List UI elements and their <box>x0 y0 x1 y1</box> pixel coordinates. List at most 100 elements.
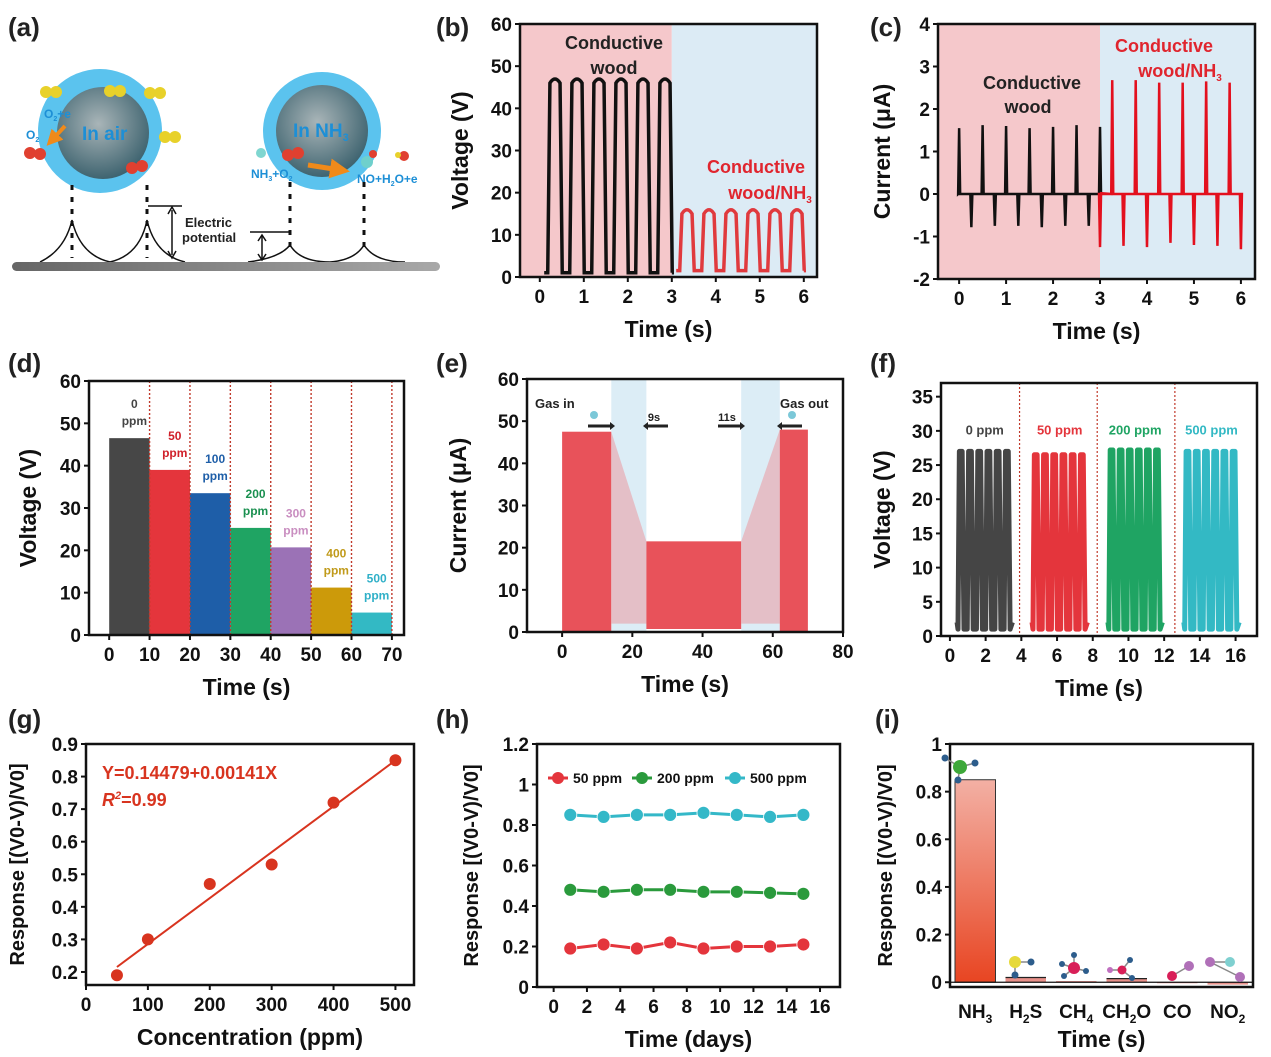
y-tick-label: 40 <box>491 99 512 120</box>
y-axis-title: Voltage (V) <box>869 450 895 568</box>
y-axis-title: Response [(V0-V)/V0] <box>875 764 897 966</box>
x-tick-label: 500 <box>380 995 412 1016</box>
y-tick-label: 0.3 <box>52 930 78 951</box>
x-category-label: CH2O <box>1102 1002 1151 1026</box>
atom <box>971 759 979 767</box>
data-point <box>763 939 777 954</box>
y-tick-label: 0.2 <box>916 926 942 947</box>
data-point <box>629 807 644 822</box>
x-tick-label: 0 <box>81 995 92 1016</box>
y-tick-label: 0 <box>922 627 933 648</box>
x-tick-label: 8 <box>1087 646 1098 667</box>
x-tick-label: 6 <box>799 287 810 308</box>
annotation-sub: 3 <box>806 195 812 206</box>
series-line-2 <box>1105 447 1165 632</box>
x-tick-label: 10 <box>710 997 731 1018</box>
annotation-label: Conductive <box>707 157 805 177</box>
atom <box>1129 975 1135 981</box>
y-tick-label: 25 <box>912 456 934 477</box>
bar-label: 50 <box>168 429 182 443</box>
y-axis-title: Voltage (V) <box>15 449 41 567</box>
y-axis-title: Current (μA) <box>445 438 471 573</box>
atom <box>1205 957 1215 967</box>
data-point <box>663 882 678 897</box>
annotation-label: wood <box>590 58 638 78</box>
legend-label: 500 ppm <box>750 770 807 786</box>
atom <box>1083 968 1089 974</box>
x-tick-label: 0 <box>535 287 546 308</box>
data-point <box>596 884 611 899</box>
bond <box>1209 961 1241 978</box>
data-point <box>729 884 744 899</box>
data-point <box>563 941 578 956</box>
annotation-label: wood/NH3 <box>1137 61 1222 84</box>
atom <box>1107 967 1113 973</box>
x-category-label: NH3 <box>958 1002 992 1026</box>
bar-label: 100 <box>205 452 225 466</box>
plot-frame <box>84 742 416 987</box>
arrow-head-icon <box>643 422 648 430</box>
y-axis-title: Voltage (V) <box>447 91 473 209</box>
atom <box>1011 971 1019 979</box>
r-symbol: R <box>102 790 115 810</box>
y-tick-label: 0 <box>919 185 930 206</box>
x-axis-title: Time (s) <box>625 316 713 342</box>
category-main: NO <box>1210 1002 1239 1023</box>
x-axis-title: Time (s) <box>203 674 291 700</box>
x-tick-label: 1 <box>579 287 590 308</box>
x-tick-label: 0 <box>954 289 965 310</box>
y-tick-label: 20 <box>60 541 81 562</box>
category-main: CH <box>1102 1002 1129 1023</box>
data-point <box>696 805 711 820</box>
y-tick-label: 60 <box>491 15 512 36</box>
y-tick-label: -1 <box>913 228 930 249</box>
y-tick-label: 0 <box>508 623 519 644</box>
data-point <box>596 810 611 824</box>
data-point <box>796 937 811 952</box>
series-line-1 <box>676 208 807 273</box>
category-sub: 2 <box>1023 1012 1030 1026</box>
y-tick-label: 0 <box>931 973 942 994</box>
bar-label: ppm <box>202 469 227 483</box>
signal-band <box>646 541 742 629</box>
annotation-label: Conductive <box>565 33 663 53</box>
atom <box>941 754 949 762</box>
y-tick-label: 10 <box>912 559 933 580</box>
x-tick-label: 16 <box>1225 646 1246 667</box>
y-tick-label: 4 <box>919 15 930 36</box>
bar-label: 0 <box>131 397 138 411</box>
x-axis-title: Concentration (ppm) <box>137 1024 363 1050</box>
y-tick-label: 30 <box>498 497 519 518</box>
category-sub: 4 <box>1087 1012 1094 1026</box>
bar-label: 400 <box>326 547 346 561</box>
x-tick-label: 4 <box>1142 289 1153 310</box>
x-tick-label: 20 <box>179 645 200 666</box>
y-axis-title: Response [(V0-V)/V0] <box>461 764 483 966</box>
x-tick-label: 2 <box>582 997 593 1018</box>
x-tick-label: 50 <box>301 645 322 666</box>
panel-label-e: (e) <box>436 348 468 378</box>
y-tick-label: 0.6 <box>52 833 78 854</box>
r-value: =0.99 <box>121 790 167 810</box>
x-axis-title: Time (s) <box>641 671 729 697</box>
x-tick-label: 400 <box>318 995 350 1016</box>
arrow-head-icon <box>740 422 745 430</box>
atom <box>1184 961 1194 971</box>
y-tick-label: 60 <box>60 372 81 393</box>
bar-label: ppm <box>324 564 349 578</box>
plot-frame <box>939 381 1259 638</box>
x-axis-title: Time (s) <box>1055 675 1143 701</box>
legend-label: 50 ppm <box>573 770 622 786</box>
data-point <box>796 807 811 822</box>
y-tick-label: 0 <box>501 268 512 289</box>
bar-label: ppm <box>162 446 187 460</box>
bar <box>351 612 392 635</box>
panel-label-b: (b) <box>436 12 470 42</box>
y-tick-label: 3 <box>919 58 930 79</box>
x-axis-title: Time (days) <box>625 1026 752 1052</box>
x-category-label: CO <box>1163 1002 1192 1023</box>
data-point <box>629 941 644 956</box>
series-label: 0 ppm <box>966 422 1004 437</box>
y-tick-label: 20 <box>498 539 519 560</box>
series-line-0 <box>954 448 1015 632</box>
